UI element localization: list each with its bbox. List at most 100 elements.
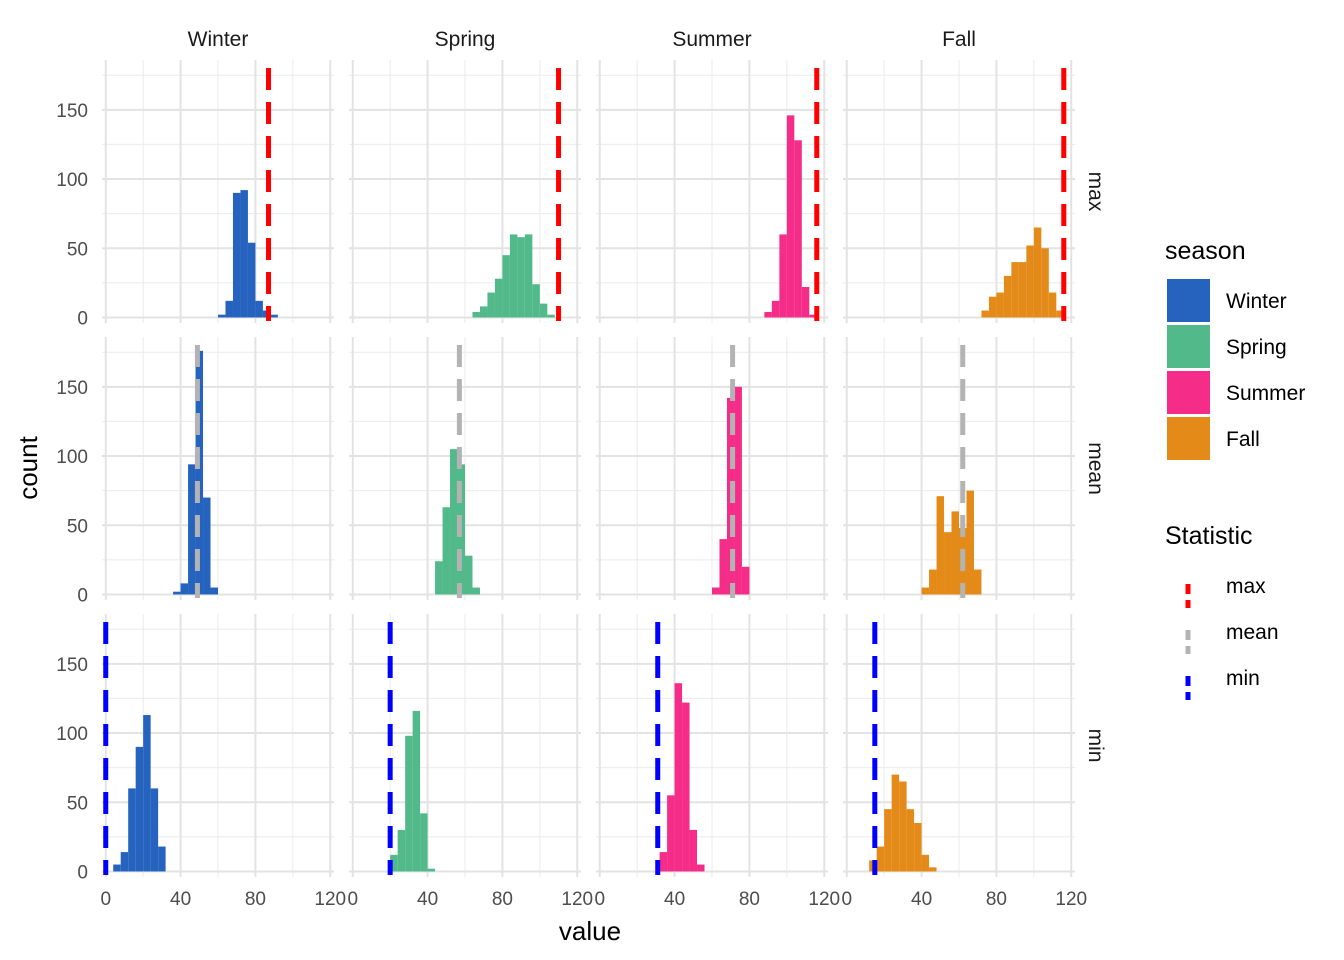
histogram-bar (509, 234, 518, 318)
histogram-bar (786, 115, 795, 318)
panel-mean-fall (843, 337, 1075, 600)
histogram-bar (921, 587, 930, 595)
histogram-bar (195, 350, 204, 595)
x-tick-label: 80 (739, 889, 760, 910)
bars-mean-winter (173, 350, 218, 595)
histogram-bar (143, 715, 151, 872)
histogram-bar (719, 539, 727, 595)
x-tick-label: 0 (841, 889, 852, 910)
x-tick-label: 40 (911, 889, 932, 910)
x-tick-label: 0 (594, 889, 605, 910)
strip-label-summer: Summer (672, 28, 751, 51)
legend-statistic-title: Statistic (1165, 522, 1253, 550)
histogram-bar (921, 854, 930, 872)
row-strip-label-mean: mean (1084, 442, 1107, 495)
histogram-bar (906, 809, 915, 872)
y-tick-label: 100 (56, 724, 88, 745)
histogram-bar (465, 555, 473, 595)
histogram-bar (397, 829, 406, 872)
histogram-bar (390, 854, 398, 872)
histogram-bar (674, 683, 683, 872)
histogram-bar (128, 788, 136, 872)
panel-min-spring (349, 614, 581, 877)
histogram-bar (225, 300, 233, 318)
y-tick-label: 50 (67, 516, 88, 537)
histogram-bar (472, 587, 480, 595)
histogram-bar (996, 292, 1004, 318)
x-tick-label: 80 (492, 889, 513, 910)
legend-season-label: Fall (1226, 428, 1260, 451)
legend-season-key (1167, 279, 1210, 322)
histogram-bar (532, 284, 540, 318)
bars-max-summer (764, 115, 817, 318)
legend-statistic-label: min (1226, 667, 1260, 690)
histogram-bar (1033, 227, 1042, 318)
histogram-bar (809, 314, 817, 318)
panel-mean-winter (102, 337, 334, 600)
histogram-bar (667, 795, 675, 872)
histogram-bar (734, 386, 742, 595)
x-tick-label: 0 (347, 889, 358, 910)
legend-season-title: season (1165, 237, 1246, 265)
histogram-bar (659, 852, 668, 872)
histogram-bar (771, 300, 780, 318)
strip-label-fall: Fall (942, 28, 976, 51)
x-tick-label: 120 (314, 889, 346, 910)
histogram-bar (899, 781, 907, 872)
histogram-bar (218, 314, 226, 318)
histogram-bar (450, 449, 458, 595)
histogram-bar (981, 310, 989, 318)
strip-label-winter: Winter (188, 28, 249, 51)
x-tick-label: 0 (100, 889, 111, 910)
histogram-bar (232, 192, 241, 318)
histogram-bar (150, 788, 159, 872)
histogram-bar (764, 311, 772, 318)
y-tick-label: 0 (77, 585, 88, 606)
y-axis-title: count (13, 435, 43, 499)
y-tick-label: 150 (56, 655, 88, 676)
histogram-bar (412, 710, 421, 872)
histogram-bar (1018, 262, 1027, 318)
histogram-bar (472, 311, 480, 318)
histogram-bar (180, 583, 189, 595)
panel-max-summer (596, 60, 828, 323)
panels-layer (102, 60, 1075, 877)
histogram-bar (951, 511, 959, 595)
x-tick-label: 120 (1055, 889, 1087, 910)
histogram-bar (697, 864, 705, 872)
histogram-bar (712, 587, 720, 595)
y-tick-label: 50 (67, 239, 88, 260)
bars-min-summer (659, 683, 705, 872)
legend-season-label: Spring (1226, 336, 1287, 359)
histogram-bar (427, 868, 436, 872)
y-tick-label: 0 (77, 308, 88, 329)
row-strip-label-min: min (1084, 729, 1107, 763)
panel-min-summer (596, 614, 828, 877)
histogram-bar (741, 566, 750, 595)
histogram-bar (689, 829, 698, 872)
histogram-bar (188, 464, 196, 595)
bars-min-winter (113, 715, 166, 872)
histogram-bar (914, 823, 922, 872)
bars-mean-fall (921, 490, 982, 595)
histogram-bar (494, 278, 503, 318)
y-tick-label: 100 (56, 170, 88, 191)
y-tick-label: 150 (56, 378, 88, 399)
histogram-bar (884, 809, 892, 872)
bars-min-spring (390, 710, 436, 872)
histogram-bar (420, 813, 428, 872)
y-tick-label: 50 (67, 793, 88, 814)
x-tick-label: 40 (170, 889, 191, 910)
histogram-bar (929, 867, 937, 872)
bars-min-fall (869, 774, 937, 872)
legend-layer: season Winter Spring Summer Fall Statistic max… (1165, 237, 1305, 700)
histogram-bar (988, 296, 997, 318)
y-tick-label: 0 (77, 862, 88, 883)
histogram-bar (270, 314, 278, 318)
x-tick-label: 120 (561, 889, 593, 910)
histogram-bar (405, 735, 413, 872)
legend-season-label: Summer (1226, 382, 1305, 405)
x-tick-label: 80 (986, 889, 1007, 910)
panel-min-fall (843, 614, 1075, 877)
labels-layer: Winter Spring Summer Fall max mean min 0 40 80 120… (56, 28, 1107, 910)
